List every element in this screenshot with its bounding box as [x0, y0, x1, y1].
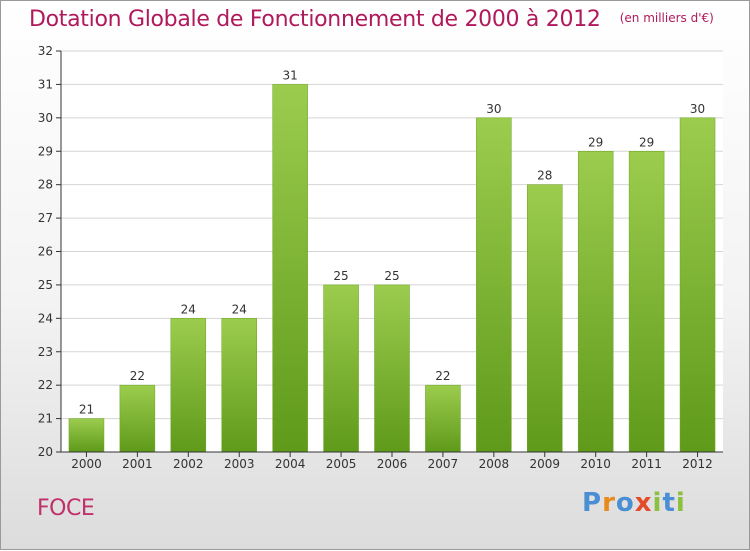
x-tick-label-2008: 2008: [479, 457, 510, 471]
bar-2011: [628, 151, 665, 453]
x-tick-label-2001: 2001: [122, 457, 153, 471]
data-label-2001: 22: [130, 369, 145, 383]
x-tick-label-2004: 2004: [275, 457, 306, 471]
data-label-2005: 25: [333, 269, 348, 283]
data-label-2003: 24: [232, 302, 247, 316]
x-tick-label-2012: 2012: [682, 457, 713, 471]
x-tick-label-2003: 2003: [224, 457, 255, 471]
bar-2000: [68, 418, 105, 453]
bar-2006: [374, 284, 410, 453]
y-tick-label: 32: [38, 44, 53, 58]
proxiti-logo: Proxiti: [582, 488, 686, 518]
bar-2008: [476, 117, 512, 453]
y-tick-label: 29: [38, 144, 53, 158]
y-tick-label: 21: [38, 412, 53, 426]
chart-unit-note: (en milliers d'€): [619, 11, 714, 25]
y-tick-label: 20: [38, 445, 53, 459]
y-tick-label: 26: [38, 245, 53, 259]
bar-2005: [323, 284, 359, 453]
data-label-2008: 30: [486, 102, 501, 116]
x-tick-label-2009: 2009: [529, 457, 560, 471]
x-tick-label-2002: 2002: [173, 457, 204, 471]
x-tick-label-2006: 2006: [377, 457, 408, 471]
data-label-2004: 31: [283, 68, 298, 82]
data-label-2002: 24: [181, 302, 196, 316]
bar-2009: [527, 184, 563, 453]
y-tick-label: 31: [38, 77, 53, 91]
bar-2004: [272, 84, 308, 453]
y-tick-label: 30: [38, 111, 53, 125]
bar-2001: [119, 384, 156, 453]
bar-2002: [170, 318, 207, 453]
y-tick-label: 23: [38, 345, 53, 359]
data-label-2009: 28: [537, 169, 552, 183]
x-tick-label-2000: 2000: [71, 457, 102, 471]
data-label-2000: 21: [79, 403, 94, 417]
data-label-2012: 30: [690, 102, 705, 116]
chart-title-main: Dotation Globale de Fonctionnement de 20…: [29, 7, 601, 32]
bar-2010: [577, 151, 614, 453]
y-tick-label: 28: [38, 178, 53, 192]
x-tick-label-2011: 2011: [631, 457, 662, 471]
data-label-2006: 25: [384, 269, 399, 283]
x-tick-label-2010: 2010: [580, 457, 611, 471]
place-name: FOCE: [37, 496, 95, 521]
y-tick-label: 27: [38, 211, 53, 225]
data-label-2010: 29: [588, 135, 603, 149]
x-tick-label-2007: 2007: [428, 457, 459, 471]
chart-title: Dotation Globale de Fonctionnement de 20…: [29, 7, 714, 32]
bar-2012: [679, 117, 716, 453]
y-tick-label: 24: [38, 311, 53, 325]
y-tick-label: 22: [38, 378, 53, 392]
data-label-2011: 29: [639, 135, 654, 149]
x-tick-label-2005: 2005: [326, 457, 357, 471]
y-tick-label: 25: [38, 278, 53, 292]
bar-2007: [425, 384, 461, 453]
data-label-2007: 22: [435, 369, 450, 383]
bar-2003: [221, 318, 257, 453]
